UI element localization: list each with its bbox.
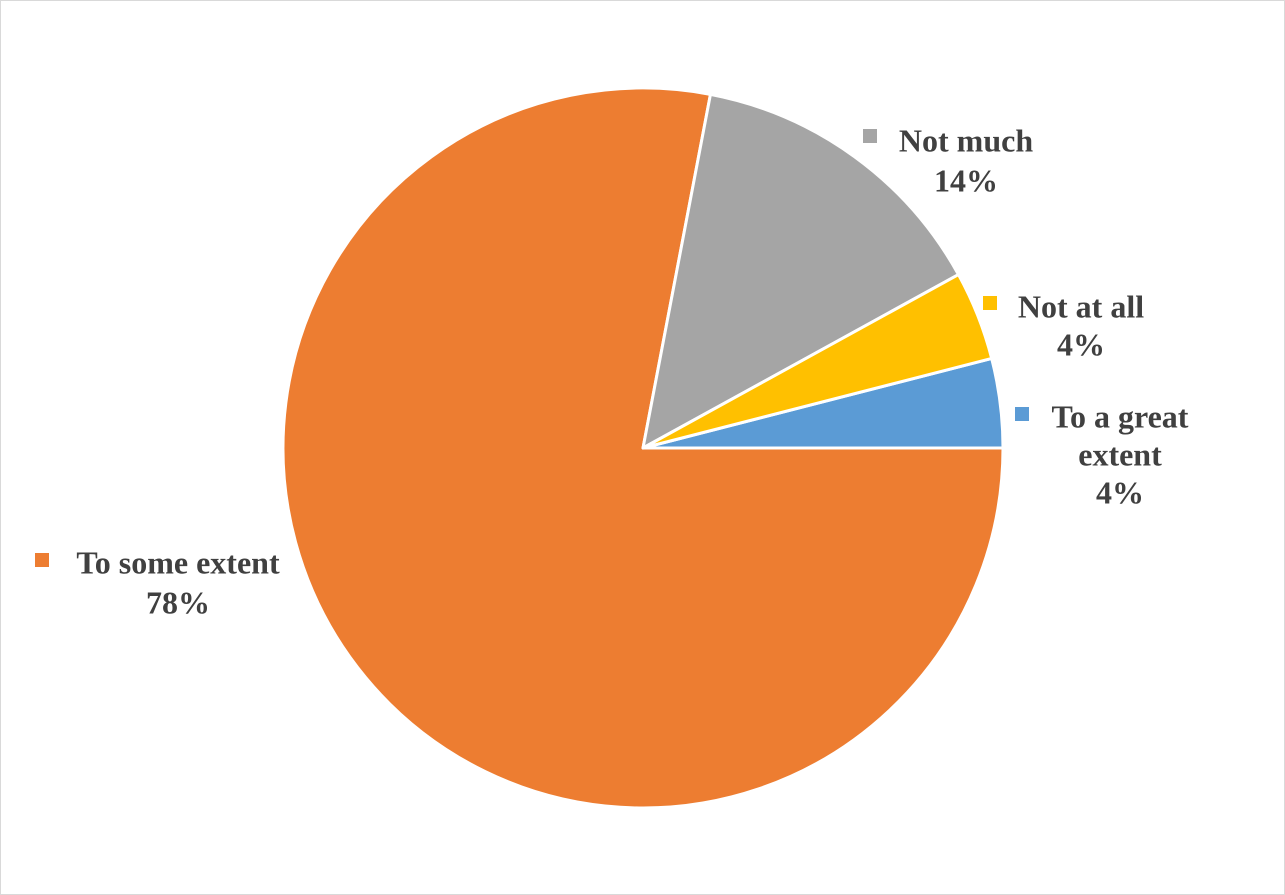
pie-slice-not-at-all <box>641 273 994 450</box>
pie-slices <box>281 86 1005 810</box>
category-label-not-much: Not much <box>899 122 1033 158</box>
pct-label-not-much: 14% <box>934 162 998 198</box>
category-label-to-a-great-extent: extent <box>1078 436 1162 472</box>
pct-label-to-a-great-extent: 4% <box>1096 474 1144 510</box>
label-marker-to-some-extent <box>35 553 49 567</box>
pie-slice-not-much <box>641 92 960 450</box>
label-marker-not-much <box>863 129 877 143</box>
label-marker-not-at-all <box>983 296 997 310</box>
category-label-to-a-great-extent: To a great <box>1052 398 1189 434</box>
pct-label-not-at-all: 4% <box>1057 326 1105 362</box>
category-label-not-at-all: Not at all <box>1018 288 1144 324</box>
label-marker-to-a-great-extent <box>1015 407 1029 421</box>
category-label-to-some-extent: To some extent <box>76 544 280 580</box>
pct-label-to-some-extent: 78% <box>146 584 210 620</box>
